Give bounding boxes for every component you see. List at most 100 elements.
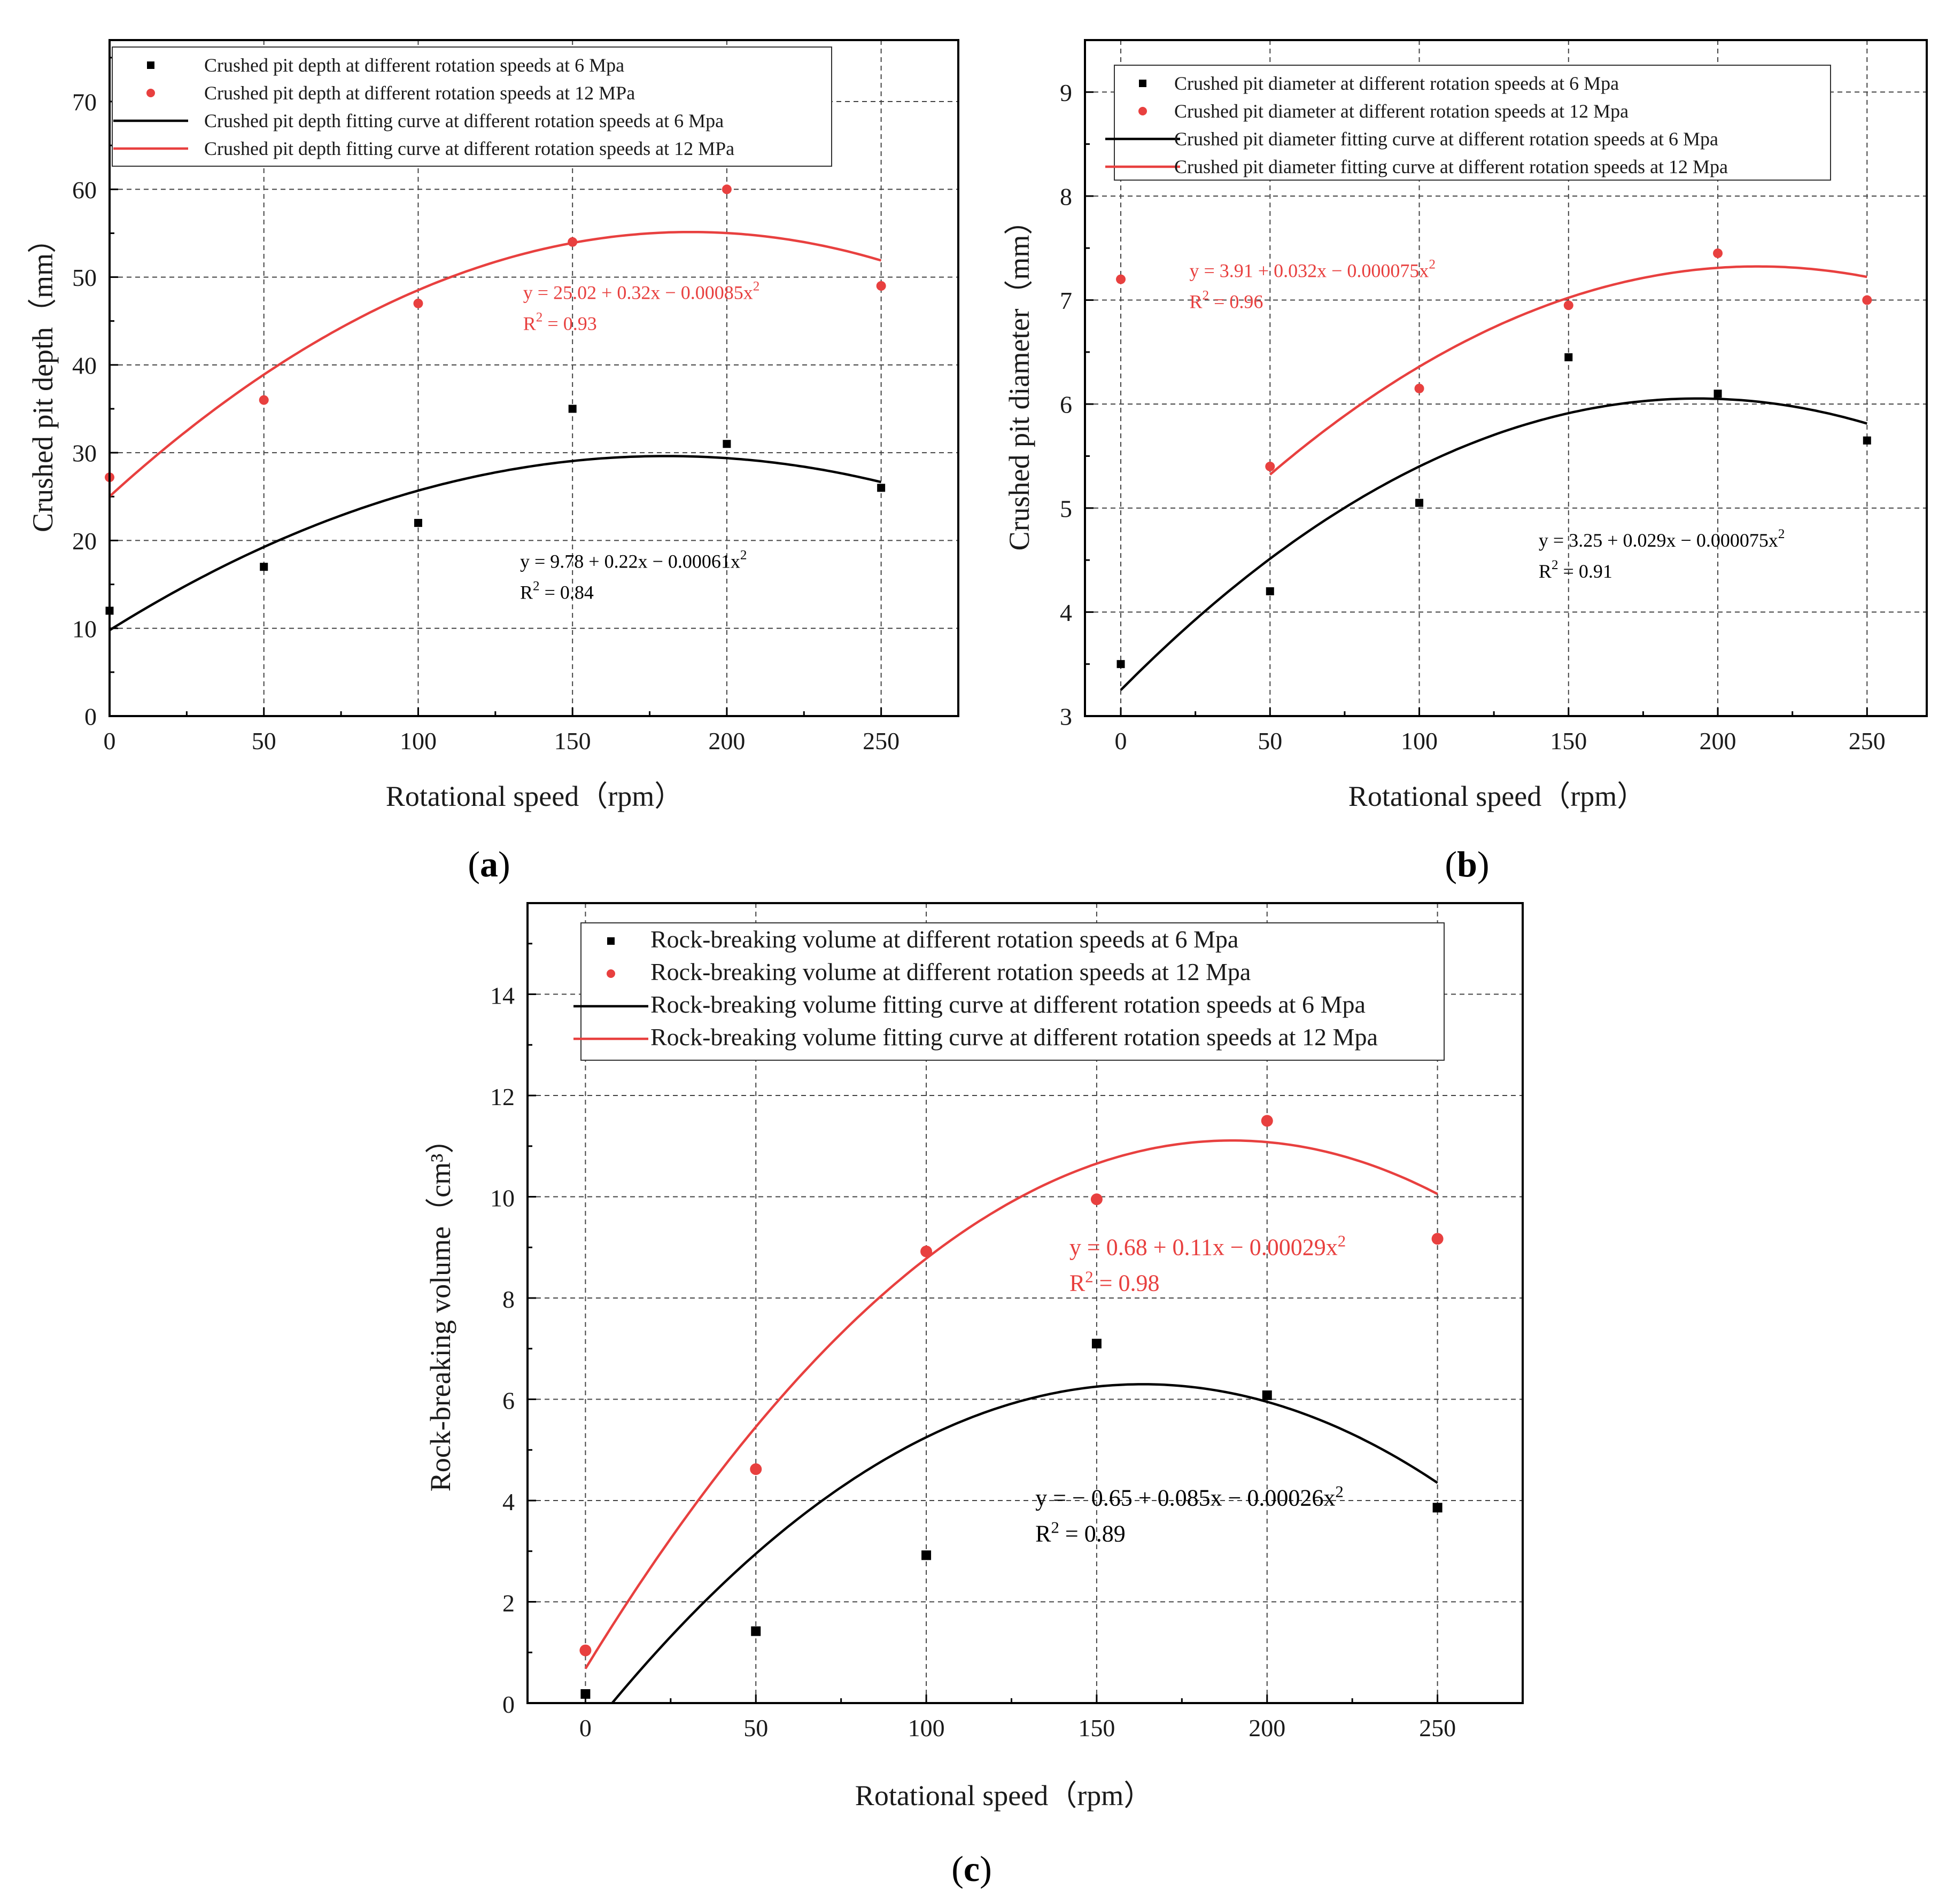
legend-marker-square xyxy=(147,61,154,69)
data-point-square xyxy=(1415,499,1424,507)
data-point-circle xyxy=(876,281,886,291)
x-tick-label: 150 xyxy=(554,727,591,755)
x-axis-title: Rotational speed（rpm） xyxy=(855,1779,1152,1812)
fit-curve xyxy=(110,230,882,498)
fit-curve xyxy=(1269,265,1867,476)
x-tick-label: 100 xyxy=(908,1714,945,1742)
y-tick-label: 70 xyxy=(72,89,97,116)
y-tick-label: 10 xyxy=(490,1185,515,1212)
data-point-circle xyxy=(920,1245,933,1257)
data-point-square xyxy=(921,1550,932,1560)
y-axis-title: Rock-breaking volume（cm³） xyxy=(424,1125,456,1492)
x-tick-label: 200 xyxy=(708,727,745,755)
legend-label: Crushed pit depth at different rotation … xyxy=(204,82,635,104)
data-point-square xyxy=(723,440,731,448)
data-point-circle xyxy=(1261,1115,1273,1127)
legend-box xyxy=(112,46,832,167)
legend-marker-circle xyxy=(607,969,615,978)
legend-marker-square xyxy=(607,937,615,945)
fit-curve xyxy=(584,1139,1438,1669)
plot-frame xyxy=(108,39,959,717)
x-tick-label: 150 xyxy=(1550,727,1587,755)
data-point-circle xyxy=(1265,461,1275,471)
legend-label: Crushed pit diameter fitting curve at di… xyxy=(1174,156,1728,177)
y-tick-label: 30 xyxy=(72,440,97,467)
legend-label: Crushed pit diameter at different rotati… xyxy=(1174,100,1629,122)
x-tick-label: 100 xyxy=(1401,727,1438,755)
x-tick-label: 200 xyxy=(1700,727,1736,755)
y-tick-label: 40 xyxy=(72,352,97,379)
r-squared-label: R2 = 0.93 xyxy=(523,310,597,335)
data-point-circle xyxy=(750,1463,762,1475)
x-tick-label: 250 xyxy=(863,727,900,755)
plot-frame xyxy=(1084,39,1928,717)
legend-label: Rock-breaking volume fitting curve at di… xyxy=(650,1023,1378,1051)
fit-curve xyxy=(1120,397,1867,691)
data-point-circle xyxy=(413,298,423,308)
data-point-circle xyxy=(1563,300,1573,310)
x-tick-label: 0 xyxy=(579,1714,592,1742)
data-point-circle xyxy=(579,1644,592,1657)
data-point-square xyxy=(1266,587,1274,595)
y-tick-label: 4 xyxy=(502,1488,515,1516)
y-tick-label: 14 xyxy=(490,982,515,1009)
legend-label: Rock-breaking volume at different rotati… xyxy=(650,926,1238,953)
data-point-square xyxy=(1432,1503,1443,1513)
fit-equation: y = 3.91 + 0.032x − 0.000075x2 xyxy=(1189,258,1436,282)
fit-equation: y = 0.68 + 0.11x − 0.00029x2 xyxy=(1069,1232,1346,1260)
x-tick-label: 150 xyxy=(1078,1714,1115,1742)
data-point-circle xyxy=(722,184,732,195)
y-tick-label: 4 xyxy=(1060,599,1072,626)
panel-label: (b) xyxy=(1445,844,1489,884)
fit-equation: y = 25.02 + 0.32x − 0.00085x2 xyxy=(523,279,760,304)
legend-label: Crushed pit diameter fitting curve at di… xyxy=(1174,128,1718,150)
fit-equation: y = 9.78 + 0.22x − 0.00061x2 xyxy=(520,548,747,572)
fit-equation: y = 3.25 + 0.029x − 0.000075x2 xyxy=(1539,527,1785,551)
data-point-square xyxy=(751,1626,761,1636)
data-point-circle xyxy=(1116,274,1126,284)
legend-label: Rock-breaking volume at different rotati… xyxy=(650,958,1251,985)
y-tick-label: 9 xyxy=(1060,79,1072,106)
data-point-square xyxy=(580,1689,591,1699)
y-tick-label: 2 xyxy=(502,1590,515,1617)
data-point-square xyxy=(568,405,577,413)
legend-box xyxy=(1114,65,1831,181)
y-tick-label: 12 xyxy=(490,1083,515,1110)
legend-marker-circle xyxy=(146,89,155,97)
legend-marker-circle xyxy=(1138,107,1147,115)
data-point-square xyxy=(1713,390,1722,398)
legend-label: Rock-breaking volume fitting curve at di… xyxy=(650,991,1366,1018)
legend-label: Crushed pit depth at different rotation … xyxy=(204,55,624,76)
y-tick-label: 6 xyxy=(502,1387,515,1415)
y-tick-label: 5 xyxy=(1060,495,1072,522)
fit-equation: y = − 0.65 + 0.085x − 0.00026x2 xyxy=(1035,1482,1344,1511)
x-tick-label: 250 xyxy=(1419,1714,1456,1742)
y-tick-label: 0 xyxy=(502,1691,515,1718)
data-point-square xyxy=(877,484,886,492)
x-axis-title: Rotational speed（rpm） xyxy=(386,780,683,812)
data-point-circle xyxy=(1713,248,1723,258)
data-point-square xyxy=(1863,436,1871,445)
data-point-square xyxy=(260,563,268,571)
chart-panel-b: 0 50 100 150 200 250 3 4 5 6 7 8 9 y = 3.25 + 0.029x … xyxy=(1003,39,1928,884)
legend-box xyxy=(580,922,1445,1061)
data-point-circle xyxy=(568,237,578,247)
x-tick-label: 50 xyxy=(743,1714,768,1742)
y-axis-title: Crushed pit depth（mm） xyxy=(27,224,59,532)
x-tick-label: 0 xyxy=(104,727,116,755)
legend-label: Crushed pit depth fitting curve at diffe… xyxy=(204,110,724,131)
r-squared-label: R2 = 0.84 xyxy=(520,579,594,603)
y-tick-label: 0 xyxy=(84,703,97,730)
chart-panel-a: 0 50 100 150 200 250 0 10 20 30 40 50 60 70 y = 9.78 +… xyxy=(27,39,959,884)
fit-curve xyxy=(611,1383,1438,1703)
panel-label: (c) xyxy=(951,1848,992,1889)
x-tick-label: 250 xyxy=(1849,727,1886,755)
x-tick-label: 200 xyxy=(1249,1714,1285,1742)
data-point-circle xyxy=(1431,1233,1444,1245)
data-point-circle xyxy=(1862,295,1872,305)
y-tick-label: 50 xyxy=(72,264,97,291)
r-squared-label: R2 = 0.98 xyxy=(1069,1268,1160,1296)
r-squared-label: R2 = 0.91 xyxy=(1539,558,1612,582)
data-point-square xyxy=(1116,660,1125,669)
